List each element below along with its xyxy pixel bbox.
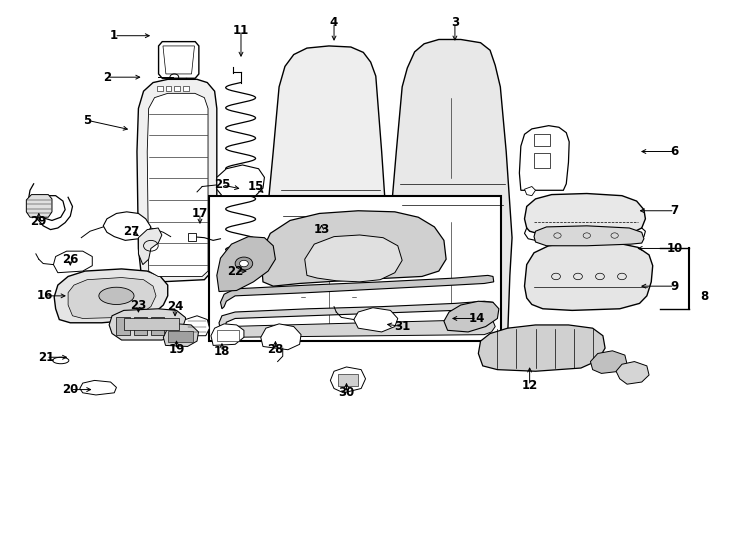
Bar	[233, 267, 241, 278]
Polygon shape	[520, 126, 569, 190]
Text: 14: 14	[469, 312, 485, 325]
Bar	[117, 318, 130, 335]
Text: 17: 17	[192, 207, 208, 220]
Polygon shape	[137, 79, 217, 282]
Bar	[534, 134, 550, 146]
Text: 12: 12	[522, 379, 538, 392]
Polygon shape	[390, 39, 512, 336]
Text: 24: 24	[167, 300, 184, 313]
Text: 26: 26	[62, 253, 79, 266]
Polygon shape	[261, 211, 446, 286]
Bar	[151, 318, 164, 335]
Text: 7: 7	[671, 204, 679, 217]
Text: 27: 27	[123, 225, 139, 238]
Circle shape	[235, 257, 252, 270]
Text: 5: 5	[83, 114, 91, 127]
Polygon shape	[525, 242, 653, 310]
Polygon shape	[163, 46, 195, 74]
Circle shape	[239, 260, 248, 267]
Polygon shape	[525, 186, 536, 195]
Polygon shape	[148, 93, 208, 276]
Text: 22: 22	[227, 265, 243, 278]
Text: 2: 2	[103, 71, 111, 84]
Bar	[338, 374, 358, 386]
Text: 19: 19	[168, 343, 185, 356]
Text: 23: 23	[131, 299, 147, 312]
Bar	[534, 153, 550, 167]
Text: 13: 13	[313, 223, 330, 236]
Bar	[157, 86, 163, 91]
Polygon shape	[217, 237, 275, 292]
Polygon shape	[444, 301, 499, 332]
Text: 25: 25	[214, 178, 230, 191]
Text: 9: 9	[671, 280, 679, 293]
Text: 16: 16	[37, 289, 53, 302]
Polygon shape	[139, 228, 162, 265]
Text: 10: 10	[666, 242, 683, 255]
Text: 3: 3	[451, 16, 459, 29]
Polygon shape	[164, 324, 198, 347]
Polygon shape	[305, 235, 402, 282]
Polygon shape	[80, 380, 117, 395]
Polygon shape	[534, 226, 644, 246]
Text: 20: 20	[62, 383, 79, 396]
Bar	[174, 86, 180, 91]
Bar	[209, 195, 501, 341]
Polygon shape	[68, 278, 156, 319]
Polygon shape	[217, 165, 264, 195]
Polygon shape	[224, 320, 495, 338]
Polygon shape	[54, 251, 92, 273]
Ellipse shape	[99, 287, 134, 305]
Bar	[183, 86, 189, 91]
Bar	[217, 330, 239, 341]
Text: 29: 29	[31, 215, 47, 228]
Text: 8: 8	[700, 291, 708, 303]
Polygon shape	[26, 194, 52, 217]
Text: 28: 28	[267, 343, 283, 356]
Polygon shape	[479, 325, 605, 372]
Polygon shape	[109, 309, 187, 340]
Bar	[124, 319, 178, 330]
Polygon shape	[219, 301, 494, 330]
Text: 1: 1	[110, 29, 118, 42]
Polygon shape	[103, 212, 151, 240]
Polygon shape	[54, 269, 168, 323]
Text: 21: 21	[38, 351, 54, 364]
Text: 31: 31	[394, 320, 410, 333]
Polygon shape	[182, 316, 209, 336]
Bar	[166, 86, 172, 91]
Polygon shape	[616, 362, 649, 384]
Text: 15: 15	[247, 180, 264, 193]
Text: 18: 18	[214, 346, 230, 359]
Polygon shape	[211, 324, 244, 346]
Bar	[187, 233, 196, 241]
Text: 6: 6	[671, 145, 679, 158]
Text: 11: 11	[233, 24, 249, 37]
Polygon shape	[590, 351, 627, 374]
Polygon shape	[159, 42, 199, 78]
Polygon shape	[220, 275, 494, 309]
Polygon shape	[330, 367, 366, 393]
Text: 4: 4	[330, 16, 338, 29]
Polygon shape	[266, 46, 388, 334]
Text: 30: 30	[338, 386, 355, 399]
Polygon shape	[261, 324, 301, 350]
Bar	[168, 332, 193, 342]
Bar	[134, 318, 148, 335]
Ellipse shape	[53, 357, 69, 364]
Polygon shape	[354, 308, 398, 332]
Polygon shape	[525, 193, 645, 237]
